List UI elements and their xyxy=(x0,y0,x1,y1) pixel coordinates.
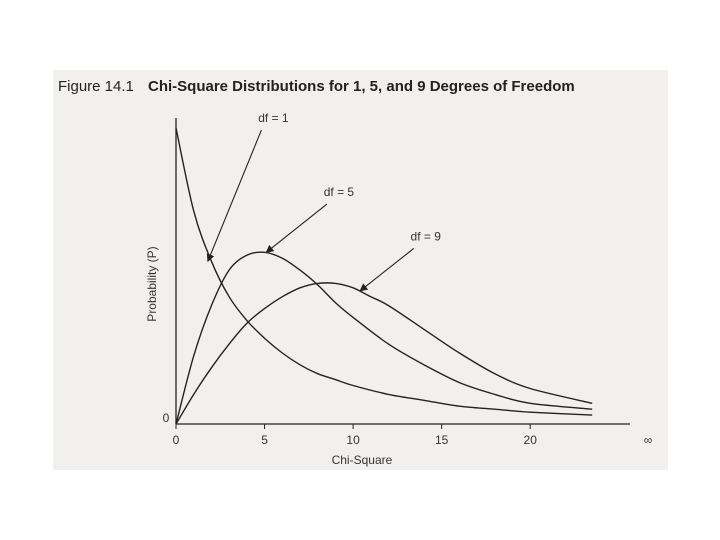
annotation-arrow xyxy=(359,248,415,292)
x-tick-label: 15 xyxy=(435,433,449,447)
series-line-df-1 xyxy=(175,127,593,416)
series-line-df-5 xyxy=(175,251,593,425)
figure-number: Figure 14.1 xyxy=(58,78,134,95)
y-axis-label: Probability (P) xyxy=(145,246,159,321)
x-tick-label: 5 xyxy=(261,433,268,447)
x-tick-label: 0 xyxy=(173,433,180,447)
x-infinity-label: ∞ xyxy=(644,433,653,447)
series-line-df-9 xyxy=(175,282,593,425)
x-axis-label: Chi-Square xyxy=(332,453,393,467)
annotation-arrow xyxy=(206,129,262,263)
y-tick-label: 0 xyxy=(163,411,170,425)
figure-title: Chi-Square Distributions for 1, 5, and 9… xyxy=(148,78,575,95)
annotation-label: df = 5 xyxy=(324,185,355,199)
x-tick-label: 20 xyxy=(524,433,538,447)
annotation-label: df = 1 xyxy=(258,111,289,125)
x-tick-label: 10 xyxy=(346,433,360,447)
annotation-arrow xyxy=(265,203,328,253)
annotation-label: df = 9 xyxy=(411,229,442,243)
figure-panel xyxy=(53,70,668,470)
